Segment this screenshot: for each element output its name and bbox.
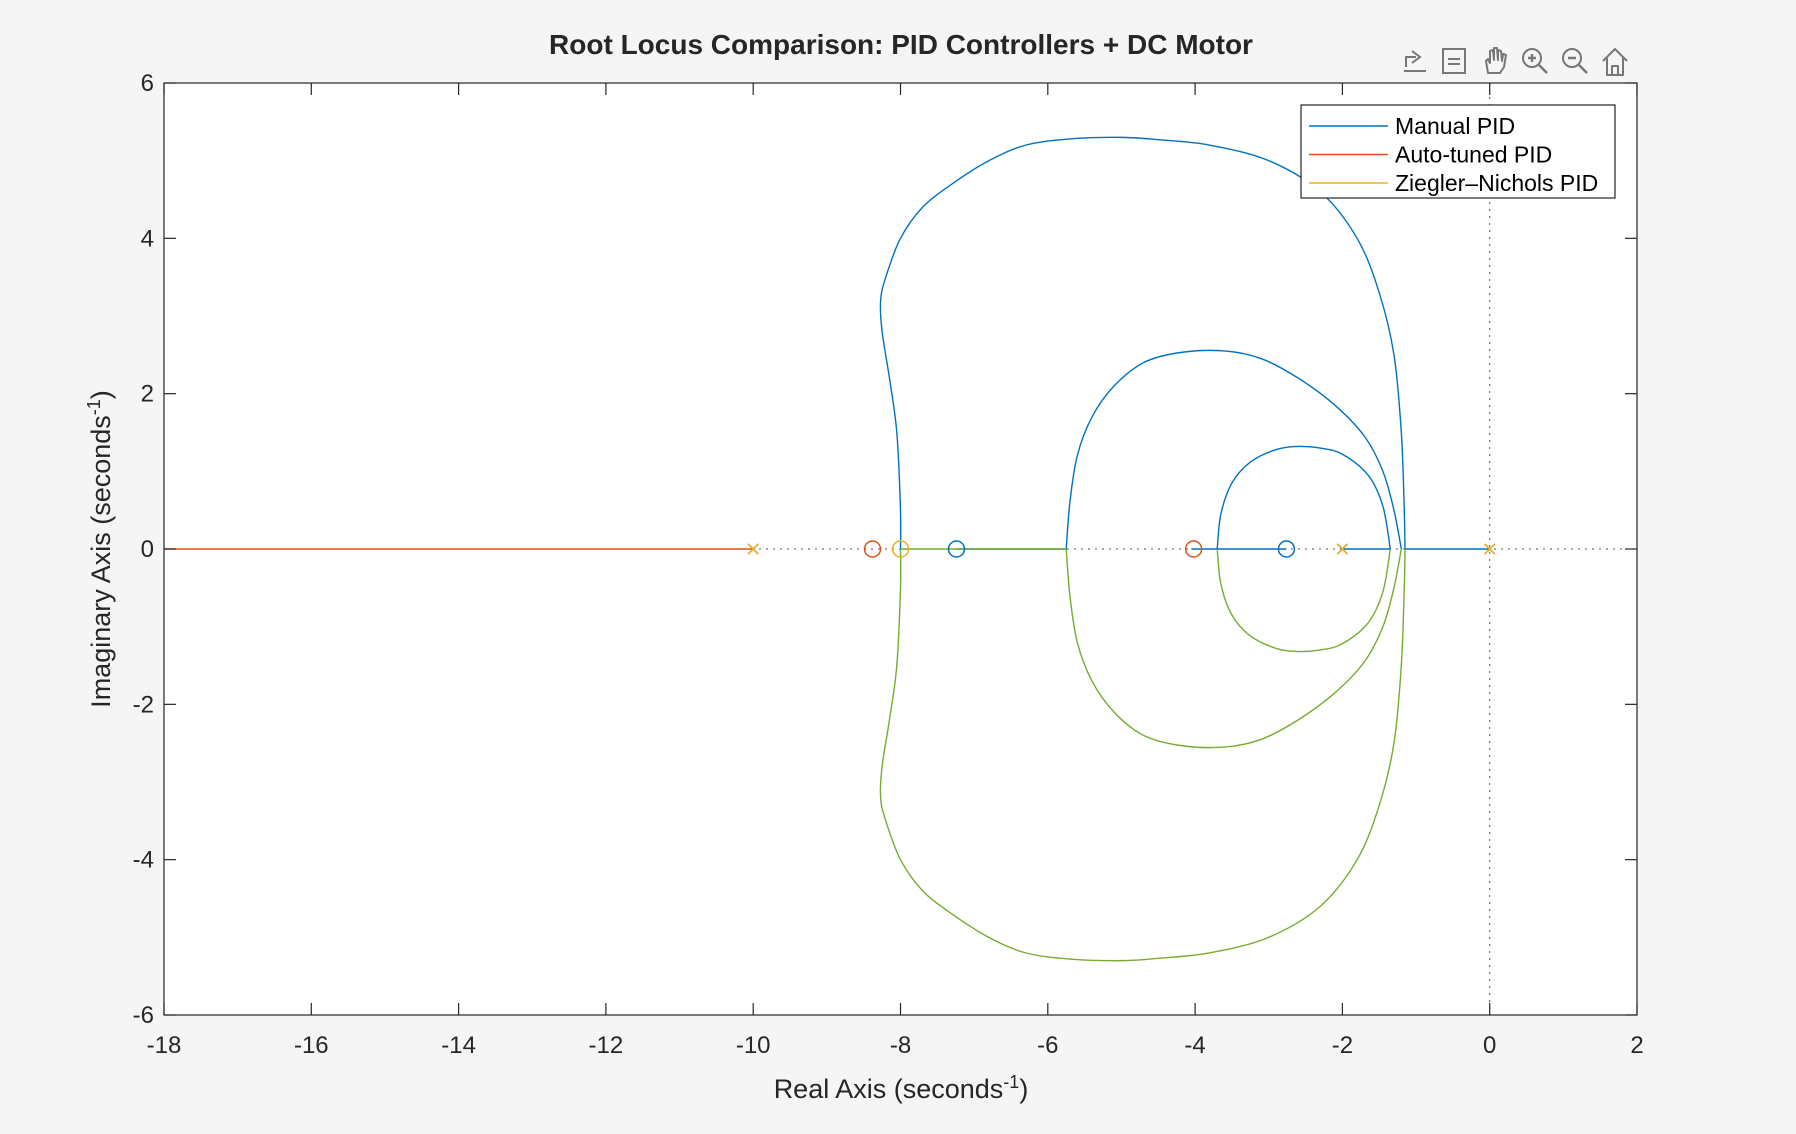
- y-axis-label-main: Imaginary Axis (seconds: [86, 415, 116, 708]
- zoom-in-icon[interactable]: [1522, 48, 1548, 74]
- x-tick-label: -8: [890, 1032, 911, 1059]
- x-tick-label: -18: [147, 1032, 182, 1059]
- y-tick-label: 0: [141, 536, 154, 563]
- locus-branch-series-3-3: [1065, 548, 1403, 749]
- x-tick-label: -2: [1332, 1032, 1353, 1059]
- locus-branch-series-0-5: [1216, 445, 1391, 550]
- x-tick-label: -16: [294, 1032, 329, 1059]
- x-axis-label-main: Real Axis (seconds: [774, 1074, 1004, 1104]
- y-tick-label: -6: [133, 1002, 154, 1029]
- locus-branch-series-3-1: [879, 548, 1406, 962]
- x-axis-label: Real Axis (seconds-1): [774, 1072, 1029, 1104]
- export-icon[interactable]: [1404, 50, 1426, 72]
- legend-label: Auto-tuned PID: [1395, 142, 1552, 168]
- locus-branch-series-3-2: [1216, 548, 1391, 653]
- home-icon[interactable]: [1602, 48, 1628, 76]
- y-tick-label: 4: [141, 225, 154, 252]
- pole-marker: [1336, 543, 1348, 555]
- zero-marker: [863, 540, 882, 558]
- y-tick-label: -4: [133, 847, 154, 874]
- zero-marker: [1277, 540, 1296, 558]
- y-axis-label: Imaginary Axis (seconds-1): [84, 390, 116, 708]
- pole-marker: [1484, 543, 1496, 555]
- y-tick-label: 6: [141, 70, 154, 97]
- data-tips-icon[interactable]: [1442, 48, 1466, 74]
- locus-branches: [164, 136, 1490, 962]
- x-axis-label-sup: -1: [1003, 1072, 1019, 1092]
- axes-toolbar: [1404, 47, 1628, 76]
- y-axis-label-sup: -1: [84, 399, 104, 415]
- x-tick-label: -14: [441, 1032, 476, 1059]
- x-tick-label: 0: [1483, 1032, 1496, 1059]
- pole-marker: [747, 543, 759, 555]
- x-tick-label: -4: [1184, 1032, 1205, 1059]
- legend: Manual PID Auto-tuned PIDZiegler–Nichols …: [1300, 104, 1616, 199]
- locus-branch-series-0-4: [879, 136, 1406, 550]
- chart-title: Root Locus Comparison: PID Controllers +…: [549, 29, 1253, 60]
- x-tick-label: -10: [736, 1032, 771, 1059]
- y-tick-label: -2: [133, 691, 154, 718]
- x-tick-label: -6: [1037, 1032, 1058, 1059]
- pan-hand-icon[interactable]: [1485, 47, 1507, 74]
- x-tick-label: 2: [1630, 1032, 1643, 1059]
- locus-branch-series-0-6: [1065, 349, 1403, 550]
- zero-marker: [1184, 540, 1203, 558]
- legend-label: Ziegler–Nichols PID: [1395, 170, 1598, 196]
- legend-label: Manual PID: [1395, 113, 1515, 139]
- zero-marker: [891, 540, 910, 558]
- y-axis-label-end: ): [86, 390, 116, 399]
- x-tick-label: -12: [589, 1032, 624, 1059]
- y-tick-label: 2: [141, 381, 154, 408]
- zero-marker: [947, 540, 966, 558]
- zoom-out-icon[interactable]: [1562, 48, 1588, 74]
- axis-ticks: -18 -16 -14 -12 -10 -8 -6 -4 -2 0 2 -6 -4 -2 0 2 4 6: [133, 70, 1644, 1059]
- x-axis-label-end: ): [1019, 1074, 1028, 1104]
- pole-zero-markers: [747, 540, 1496, 558]
